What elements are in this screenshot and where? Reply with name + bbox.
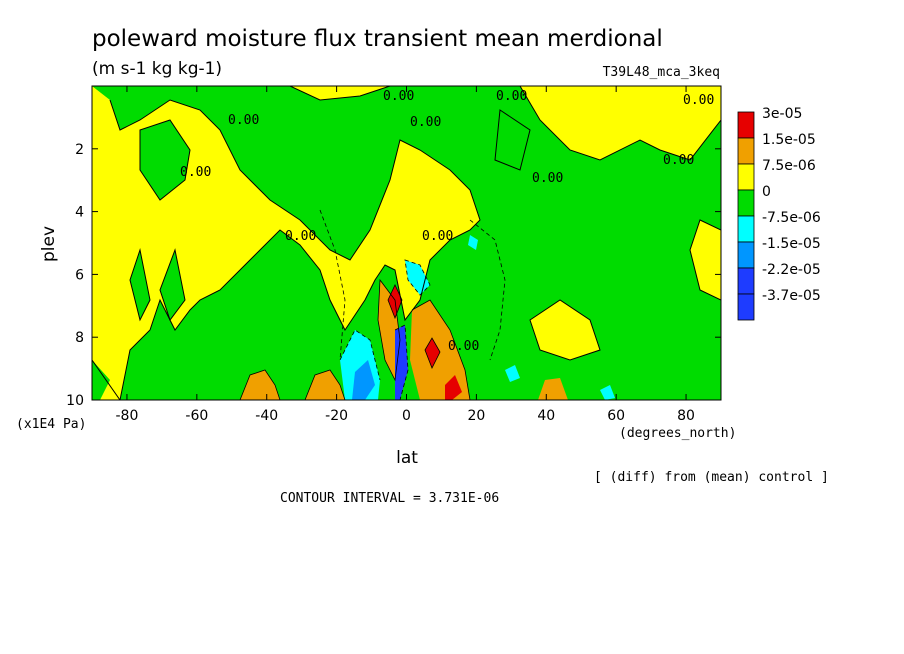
contour-label: 0.00 [228, 113, 259, 128]
contour-label: 0.00 [383, 89, 414, 104]
x-axis-label: lat [396, 448, 418, 468]
legend-swatch [737, 215, 755, 243]
x-axis-units: (degrees_north) [619, 426, 736, 441]
contour-label: 0.00 [180, 165, 211, 180]
legend-swatch [737, 241, 755, 269]
legend-swatch [737, 137, 755, 165]
x-tick-label: 60 [607, 408, 625, 424]
y-axis-label: plev [39, 226, 59, 262]
x-axis: -80 -60 -40 -20 0 20 40 60 80 [116, 86, 695, 424]
contour-interval: CONTOUR INTERVAL = 3.731E-06 [280, 491, 499, 506]
x-tick-label: 80 [677, 408, 695, 424]
legend-swatch [737, 293, 755, 321]
color-legend: 3e-05 1.5e-05 7.5e-06 0 -7.5e-06 -1.5e-05 -2.2… [737, 106, 821, 321]
y-axis: 2 4 6 8 10 [66, 142, 721, 409]
y-tick-label: 10 [66, 393, 84, 409]
experiment-label: T39L48_mca_3keq [603, 65, 720, 80]
x-tick-label: -60 [185, 408, 208, 424]
x-tick-label: -20 [325, 408, 348, 424]
legend-label: -2.2e-05 [762, 262, 821, 278]
y-tick-label: 4 [75, 205, 84, 221]
y-tick-label: 8 [75, 330, 84, 346]
legend-label: 3e-05 [762, 106, 802, 122]
zero-contour-labels: 0.00 0.00 0.00 0.00 0.00 0.00 0.00 0.00 … [180, 89, 714, 354]
contour-label: 0.00 [496, 89, 527, 104]
x-tick-label: 20 [467, 408, 485, 424]
contour-label: 0.00 [683, 93, 714, 108]
contour-label: 0.00 [663, 153, 694, 168]
comparison-note: [ (diff) from (mean) control ] [594, 470, 829, 485]
contour-label: 0.00 [448, 339, 479, 354]
contour-label: 0.00 [410, 115, 441, 130]
contour-label: 0.00 [532, 171, 563, 186]
legend-swatch [737, 163, 755, 191]
y-axis-units: (x1E4 Pa) [16, 417, 86, 432]
legend-swatch [737, 111, 755, 139]
chart-units: (m s-1 kg kg-1) [92, 59, 222, 79]
legend-swatch [737, 267, 755, 295]
legend-label: 0 [762, 184, 771, 200]
y-tick-label: 2 [75, 142, 84, 158]
legend-label: 1.5e-05 [762, 132, 816, 148]
x-tick-label: -40 [255, 408, 278, 424]
contour-label: 0.00 [285, 229, 316, 244]
contour-label: 0.00 [422, 229, 453, 244]
x-tick-label: 0 [402, 408, 411, 424]
y-tick-label: 6 [75, 267, 84, 283]
legend-label: -1.5e-05 [762, 236, 821, 252]
legend-label: -7.5e-06 [762, 210, 821, 226]
legend-label: -3.7e-05 [762, 288, 821, 304]
x-tick-label: -80 [116, 408, 139, 424]
x-tick-label: 40 [537, 408, 555, 424]
legend-label: 7.5e-06 [762, 158, 816, 174]
chart-title: poleward moisture flux transient mean me… [92, 26, 663, 52]
contour-field: 0.00 0.00 0.00 0.00 0.00 0.00 0.00 0.00 … [92, 86, 721, 400]
legend-swatch [737, 189, 755, 217]
